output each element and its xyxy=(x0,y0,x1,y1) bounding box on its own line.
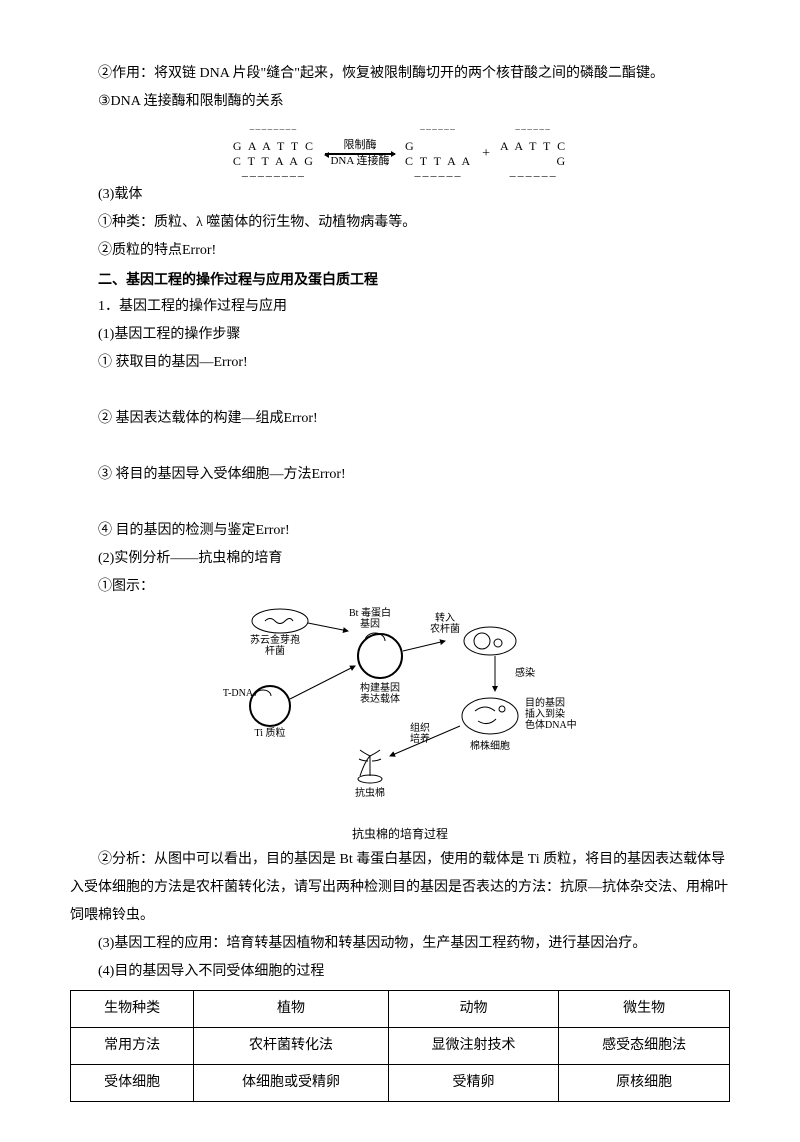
table-row: 受体细胞 体细胞或受精卵 受精卵 原核细胞 xyxy=(71,1065,730,1102)
svg-text:Ti 质粒: Ti 质粒 xyxy=(254,726,285,739)
table-cell: 受体细胞 xyxy=(71,1065,194,1102)
table-row: 常用方法 农杆菌转化法 显微注射技术 感受态细胞法 xyxy=(71,1028,730,1065)
svg-text:棉株细胞: 棉株细胞 xyxy=(470,739,510,752)
enzyme-diagram: ‾‾‾‾‾‾‾‾ G A A T T C C T T A A G _______… xyxy=(70,122,730,175)
table-cell: 植物 xyxy=(194,991,388,1028)
para-action: ②作用：将双链 DNA 片段"缝合"起来，恢复被限制酶切开的两个核苷酸之间的磷酸… xyxy=(70,60,730,88)
para-analysis: ②分析：从图中可以看出，目的基因是 Bt 毒蛋白基因，使用的载体是 Ti 质粒，… xyxy=(70,846,730,930)
svg-text:构建基因表达载体: 构建基因表达载体 xyxy=(360,681,400,705)
para-process: 1．基因工程的操作过程与应用 xyxy=(70,293,730,321)
plus-sign: + xyxy=(482,140,490,168)
arrow-left-icon xyxy=(325,154,395,155)
flowchart-diagram: 苏云金芽孢杆菌 Bt 毒蛋白基因 T-DNA Ti 质粒 构建基因表达载体 转入… xyxy=(70,601,730,846)
table-cell: 常用方法 xyxy=(71,1028,194,1065)
table-cell: 原核细胞 xyxy=(559,1065,730,1102)
svg-text:目的基因插入到染色体DNA中: 目的基因插入到染色体DNA中 xyxy=(525,696,577,731)
svg-text:T-DNA: T-DNA xyxy=(223,688,254,699)
step-4: ④ 目的基因的检测与鉴定Error! xyxy=(70,517,730,545)
table-cell: 显微注射技术 xyxy=(388,1028,559,1065)
para-application: (3)基因工程的应用：培育转基因植物和转基因动物，生产基因工程药物，进行基因治疗… xyxy=(70,930,730,958)
para-figure: ①图示： xyxy=(70,573,730,601)
table-cell: 感受态细胞法 xyxy=(559,1028,730,1065)
para-table-intro: (4)目的基因导入不同受体细胞的过程 xyxy=(70,958,730,986)
svg-text:感染: 感染 xyxy=(515,666,535,679)
table-cell: 体细胞或受精卵 xyxy=(194,1065,388,1102)
heading-section-2: 二、基因工程的操作过程与应用及蛋白质工程 xyxy=(70,265,730,293)
table-cell: 生物种类 xyxy=(71,991,194,1028)
table-cell: 受精卵 xyxy=(388,1065,559,1102)
para-relation: ③DNA 连接酶和限制酶的关系 xyxy=(70,88,730,116)
label-restriction: 限制酶 xyxy=(343,139,376,152)
table-cell: 农杆菌转化法 xyxy=(194,1028,388,1065)
step-1: ① 获取目的基因—Error! xyxy=(70,349,730,377)
svg-text:Bt 毒蛋白基因: Bt 毒蛋白基因 xyxy=(349,606,391,630)
svg-text:苏云金芽孢杆菌: 苏云金芽孢杆菌 xyxy=(250,633,300,657)
step-2: ② 基因表达载体的构建—组成Error! xyxy=(70,405,730,433)
para-vector-types: ①种类：质粒、λ 噬菌体的衍生物、动植物病毒等。 xyxy=(70,209,730,237)
table-cell: 微生物 xyxy=(559,991,730,1028)
para-steps: (1)基因工程的操作步骤 xyxy=(70,321,730,349)
flowchart-caption: 抗虫棉的培育过程 xyxy=(70,822,730,846)
para-plasmid: ②质粒的特点Error! xyxy=(70,237,730,265)
svg-text:转入农杆菌: 转入农杆菌 xyxy=(430,611,460,635)
recipient-cell-table: 生物种类 植物 动物 微生物 常用方法 农杆菌转化法 显微注射技术 感受态细胞法… xyxy=(70,990,730,1102)
step-3: ③ 将目的基因导入受体细胞—方法Error! xyxy=(70,461,730,489)
label-ligase: DNA 连接酶 xyxy=(330,155,389,168)
svg-text:组织培养: 组织培养 xyxy=(410,721,430,745)
table-row: 生物种类 植物 动物 微生物 xyxy=(71,991,730,1028)
table-cell: 动物 xyxy=(388,991,559,1028)
para-example: (2)实例分析——抗虫棉的培育 xyxy=(70,545,730,573)
para-vector: (3)载体 xyxy=(70,181,730,209)
svg-text:抗虫棉: 抗虫棉 xyxy=(355,786,385,799)
